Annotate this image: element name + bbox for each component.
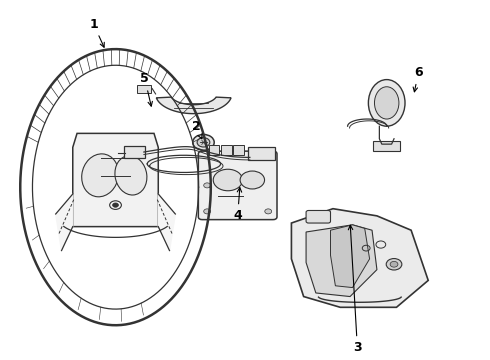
Text: 2: 2	[192, 120, 202, 139]
Text: 6: 6	[413, 66, 423, 92]
Circle shape	[204, 209, 211, 214]
FancyBboxPatch shape	[248, 147, 275, 159]
Text: 3: 3	[348, 225, 362, 354]
FancyBboxPatch shape	[306, 211, 331, 223]
Ellipse shape	[82, 154, 119, 197]
Ellipse shape	[115, 156, 147, 195]
FancyBboxPatch shape	[137, 85, 151, 93]
Polygon shape	[158, 194, 175, 251]
Circle shape	[197, 138, 210, 147]
FancyBboxPatch shape	[373, 141, 400, 150]
Polygon shape	[156, 97, 231, 114]
Circle shape	[390, 261, 398, 267]
Polygon shape	[331, 225, 369, 288]
Circle shape	[386, 258, 402, 270]
Circle shape	[204, 183, 211, 188]
Circle shape	[265, 209, 271, 214]
Circle shape	[213, 169, 243, 191]
Text: 5: 5	[141, 72, 152, 106]
Circle shape	[240, 171, 265, 189]
Polygon shape	[292, 209, 428, 307]
Circle shape	[113, 203, 119, 207]
FancyBboxPatch shape	[198, 151, 277, 220]
Text: 4: 4	[233, 188, 242, 222]
FancyBboxPatch shape	[221, 145, 232, 155]
Ellipse shape	[368, 80, 405, 126]
FancyBboxPatch shape	[124, 145, 146, 158]
Polygon shape	[73, 134, 158, 226]
FancyBboxPatch shape	[233, 145, 244, 155]
Ellipse shape	[374, 87, 399, 119]
Polygon shape	[306, 225, 377, 297]
Polygon shape	[56, 194, 73, 251]
Text: 1: 1	[89, 18, 104, 47]
Circle shape	[193, 134, 214, 150]
FancyBboxPatch shape	[209, 145, 220, 155]
